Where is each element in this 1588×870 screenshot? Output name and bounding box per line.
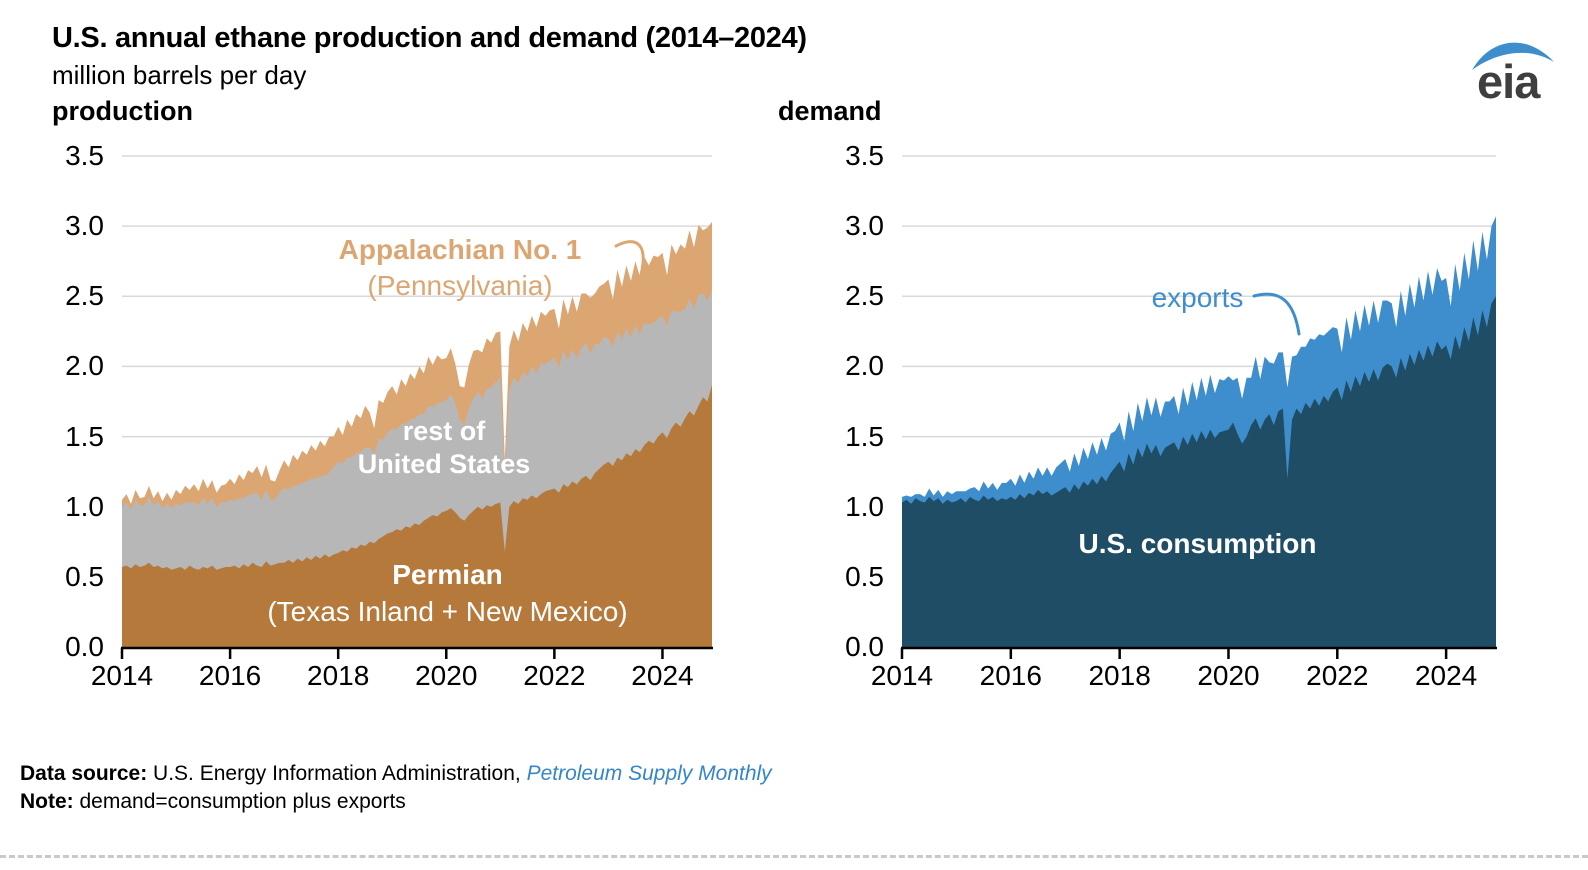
production-chart-x-tick-label: 2024 (631, 660, 694, 691)
bottom-dashed-divider (0, 855, 1588, 858)
annotation-appalachian-line1: Appalachian No. 1 (338, 234, 582, 265)
annotation-exports-label: exports (1151, 282, 1244, 313)
demand-chart-x-tick-label: 2016 (979, 660, 1042, 691)
demand-chart-x-tick-label: 2024 (1414, 660, 1478, 691)
production-chart-y-tick-label: 0.5 (65, 560, 104, 592)
demand-chart-area-0 (902, 296, 1496, 647)
annotation-consumption-label: U.S. consumption (1078, 528, 1317, 559)
production-chart-x-tick-label: 2016 (198, 660, 262, 691)
production-chart-y-tick-label: 3.5 (65, 140, 104, 171)
annotation-appalachian: Appalachian No. 1 (Pennsylvania) (300, 232, 620, 304)
note-line: Note: demand=consumption plus exports (20, 790, 406, 814)
demand-chart-y-tick-label: 2.5 (845, 280, 884, 312)
production-chart-x-tick-label: 2014 (90, 660, 154, 691)
annotation-rest-of-us: rest of United States (329, 415, 559, 481)
data-source-link[interactable]: Petroleum Supply Monthly (526, 762, 772, 785)
production-panel-title: production (52, 96, 193, 126)
exports-arrow-icon (1252, 292, 1301, 336)
annotation-rest-line2: United States (357, 449, 531, 479)
demand-chart-y-tick-label: 0.5 (845, 560, 884, 592)
demand-chart-x-tick-label: 2014 (870, 660, 934, 691)
annotation-rest-line1: rest of (402, 416, 486, 446)
eia-logo: eia (1472, 42, 1554, 106)
production-chart-y-tick-label: 3.0 (65, 210, 104, 242)
demand-chart-y-tick-label: 1.5 (845, 420, 884, 452)
production-chart-x-tick-label: 2020 (415, 660, 478, 691)
demand-chart-y-tick-label: 2.0 (845, 350, 884, 382)
eia-logo-swoosh-icon (1472, 42, 1554, 70)
demand-chart-x-tick-label: 2018 (1088, 660, 1151, 691)
demand-panel-title: demand (778, 96, 882, 126)
data-source-line: Data source: U.S. Energy Information Adm… (20, 762, 772, 786)
annotation-permian-line1: Permian (392, 559, 503, 590)
annotation-appalachian-line2: (Pennsylvania) (367, 270, 553, 301)
eia-logo-text: eia (1477, 55, 1541, 106)
annotation-permian-line2: (Texas Inland + New Mexico) (267, 596, 628, 627)
production-chart-y-tick-label: 2.0 (65, 350, 104, 382)
annotation-exports: exports (1095, 282, 1300, 314)
production-chart-area-0 (122, 384, 712, 647)
production-chart-y-tick-label: 1.5 (65, 420, 104, 452)
production-chart-y-tick-label: 2.5 (65, 280, 104, 312)
figure-subtitle: million barrels per day (52, 60, 307, 90)
production-chart-x-tick-label: 2022 (523, 660, 586, 691)
production-chart-x-tick-label: 2018 (307, 660, 370, 691)
demand-chart-y-tick-label: 1.0 (845, 490, 884, 522)
demand-chart-y-tick-label: 3.0 (845, 210, 884, 242)
data-source-label: Data source: (20, 762, 148, 785)
note-label: Note: (20, 790, 74, 813)
annotation-us-consumption: U.S. consumption (1030, 528, 1365, 560)
demand-chart-y-tick-label: 3.5 (845, 140, 884, 171)
appalachian-arrow-icon (614, 240, 645, 284)
production-chart-y-tick-label: 1.0 (65, 490, 104, 522)
annotation-permian: Permian (Texas Inland + New Mexico) (235, 556, 660, 630)
demand-chart-x-tick-label: 2022 (1306, 660, 1369, 691)
figure-title: U.S. annual ethane production and demand… (52, 22, 807, 54)
demand-chart-y-tick-label: 0.0 (845, 631, 884, 662)
production-chart-y-tick-label: 0.0 (65, 631, 104, 662)
demand-chart-x-tick-label: 2020 (1197, 660, 1260, 691)
note-text: demand=consumption plus exports (73, 790, 406, 813)
data-source-text: U.S. Energy Information Administration, (147, 762, 527, 785)
